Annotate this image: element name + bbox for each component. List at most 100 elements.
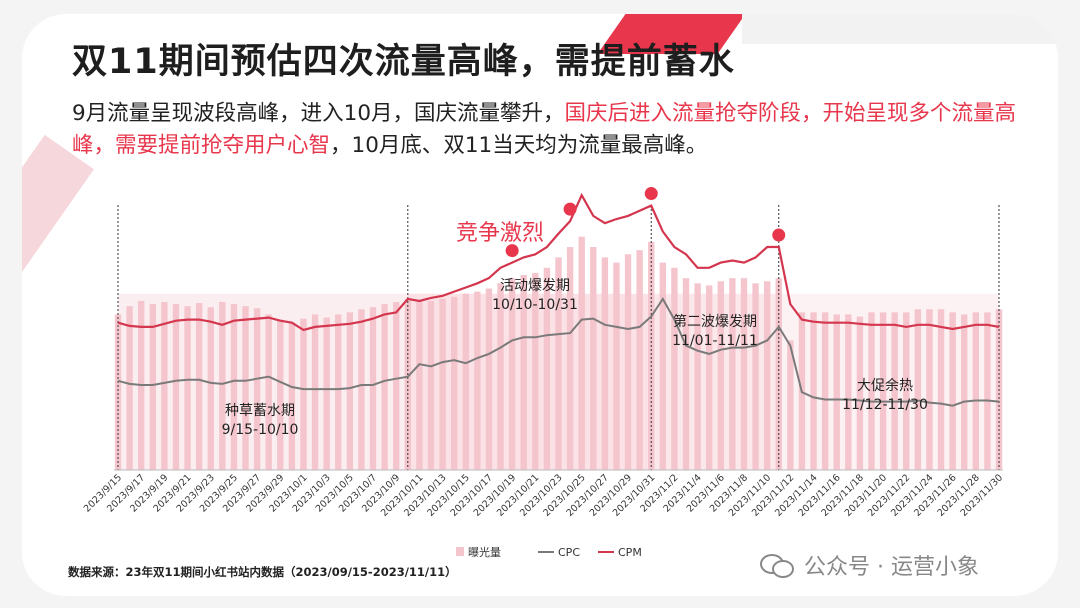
legend-swatch-exposure <box>456 547 464 556</box>
bar-exposure <box>787 340 794 470</box>
peak-marker <box>563 202 577 216</box>
bar-exposure <box>659 262 667 470</box>
phase-name: 活动爆发期 <box>500 278 570 294</box>
bar-exposure <box>972 312 980 470</box>
bar-exposure <box>752 283 759 470</box>
bar-exposure <box>682 278 690 470</box>
line-cpm <box>117 192 1000 332</box>
bar-exposure <box>543 267 551 470</box>
phase-name: 种草蓄水期 <box>225 403 295 419</box>
subtitle-highlight: 国庆后进入流量抢夺阶段，开始呈现多个流量高峰，需要提前抢夺用户心智 <box>72 101 1017 158</box>
subtitle-text: 9月流量呈现波段高峰，进入10月，国庆流量攀升， <box>72 101 565 126</box>
bar-exposure <box>868 312 875 470</box>
bar-exposure <box>879 312 887 470</box>
bar-exposure <box>706 285 713 470</box>
bar-exposure <box>926 309 933 470</box>
bar-exposure <box>195 303 203 470</box>
peak-marker <box>644 187 658 201</box>
phase-range: 9/15-10/10 <box>222 422 299 438</box>
decor-shape <box>742 14 1058 44</box>
bar-exposure <box>520 275 527 470</box>
legend-label-cpc: CPC <box>558 546 580 559</box>
bar-exposure <box>358 309 365 470</box>
bar-exposure <box>566 247 574 470</box>
phase-band <box>407 293 652 470</box>
bar-exposure <box>578 236 585 470</box>
line-cpc <box>117 296 1000 407</box>
bar-exposure <box>450 296 458 470</box>
bar-exposure <box>949 312 956 470</box>
bar-exposure <box>984 312 991 470</box>
bar-exposure <box>729 278 736 470</box>
bar-exposure <box>462 293 469 470</box>
phase-name: 大促余热 <box>857 377 913 394</box>
peak-marker <box>772 228 786 242</box>
bar-exposure <box>265 314 272 470</box>
bar-exposure <box>613 262 620 470</box>
bar-exposure <box>485 288 493 470</box>
bar-exposure <box>439 298 446 470</box>
bar-exposure <box>601 257 609 470</box>
bar-exposure <box>369 307 377 470</box>
data-source-note: 数据来源：23年双11期间小红书站内数据（2023/09/15-2023/11/… <box>68 565 457 579</box>
bar-exposure <box>740 278 748 470</box>
bar-exposure <box>416 299 423 470</box>
bar-exposure <box>636 250 643 470</box>
bar-exposure <box>427 300 435 470</box>
page-title: 双11期间预估四次流量高峰，需提前蓄水 <box>72 42 735 82</box>
bar-exposure <box>717 281 724 470</box>
bar-exposure <box>961 314 968 470</box>
bar-exposure <box>126 306 133 470</box>
bar-exposure <box>323 317 330 470</box>
legend-label-cpm: CPM <box>618 546 642 559</box>
phase-name: 第二波爆发期 <box>673 313 757 330</box>
bar-exposure <box>555 257 562 470</box>
bar-exposure <box>648 241 655 470</box>
bar-exposure <box>810 312 817 470</box>
bar-exposure <box>288 322 296 470</box>
bar-exposure <box>891 312 898 470</box>
bar-exposure <box>903 312 910 470</box>
bar-exposure <box>242 306 249 470</box>
bar-exposure <box>856 316 864 470</box>
bar-exposure <box>497 283 504 470</box>
watermark: 公众号 · 运营小象 <box>760 549 979 581</box>
bar-exposure <box>277 319 284 470</box>
bar-exposure <box>508 278 516 470</box>
bar-exposure <box>311 314 319 470</box>
bar-exposure <box>300 318 307 470</box>
bar-exposure <box>161 302 168 470</box>
bar-exposure <box>914 309 922 470</box>
bar-exposure <box>821 312 829 470</box>
bar-exposure <box>833 314 840 470</box>
bar-exposure <box>845 314 852 470</box>
phase-range: 11/12-11/30 <box>842 397 928 413</box>
watermark-text: 公众号 · 运营小象 <box>804 555 979 580</box>
bar-exposure <box>590 247 597 470</box>
annotation-competition: 竞争激烈 <box>456 221 544 246</box>
bar-exposure <box>393 302 400 470</box>
bar-exposure <box>172 304 180 470</box>
bar-exposure <box>381 304 388 470</box>
bar-exposure <box>671 267 678 470</box>
bar-exposure <box>230 304 238 470</box>
bar-exposure <box>346 312 354 470</box>
bar-exposure <box>253 308 261 470</box>
bar-exposure <box>149 304 156 470</box>
bar-exposure <box>532 272 539 470</box>
phase-range: 10/10-10/31 <box>492 297 578 313</box>
bar-exposure <box>114 314 122 470</box>
phase-range: 11/01-11/11 <box>672 333 758 349</box>
bar-exposure <box>335 314 342 470</box>
peak-marker <box>505 244 519 258</box>
bar-exposure <box>474 291 481 470</box>
bar-exposure <box>937 309 945 470</box>
wechat-icon <box>760 552 796 578</box>
bar-exposure <box>404 298 411 470</box>
bar-exposure <box>219 302 226 470</box>
bar-exposure <box>184 306 191 470</box>
bar-exposure <box>207 307 214 470</box>
bar-exposure <box>694 283 701 470</box>
bar-exposure <box>624 254 632 470</box>
